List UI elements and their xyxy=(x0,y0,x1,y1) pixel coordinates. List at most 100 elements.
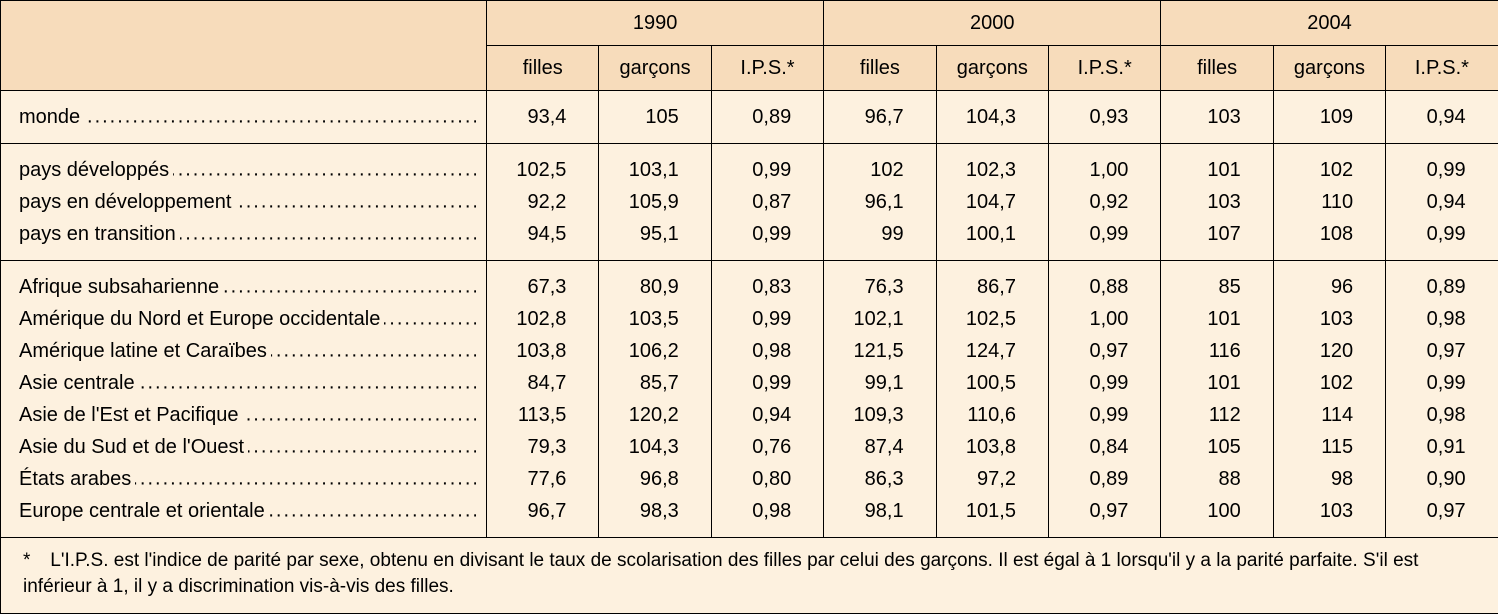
cell-value: 0,91 xyxy=(1386,431,1498,463)
cell-value: 0,99 xyxy=(1386,367,1498,399)
cell-value: 93,4 xyxy=(487,101,599,133)
cell-value: 0,97 xyxy=(1386,335,1498,367)
header-sub-0-1: garçons xyxy=(599,46,711,91)
data-table: 1990 2000 2004 fillesgarçonsI.P.S.*fille… xyxy=(0,0,1498,614)
cell-value: 0,94 xyxy=(1386,101,1498,133)
cell-value: 103,8 xyxy=(487,335,599,367)
cell-value: 86,7 xyxy=(936,271,1048,303)
cell-value: 0,92 xyxy=(1048,186,1160,218)
cell-value: 0,98 xyxy=(1386,399,1498,431)
cell-value: 121,5 xyxy=(824,335,936,367)
row-label: ........................................… xyxy=(1,303,487,335)
row-label-text: Amérique du Nord et Europe occidentale xyxy=(19,308,384,330)
cell-value: 0,99 xyxy=(1048,399,1160,431)
cell-value: 101 xyxy=(1161,154,1273,186)
row-label: ........................................… xyxy=(1,271,487,303)
cell-value: 98,3 xyxy=(599,495,711,527)
cell-value: 67,3 xyxy=(487,271,599,303)
cell-value: 103 xyxy=(1161,101,1273,133)
cell-value: 101 xyxy=(1161,367,1273,399)
row-label-text: pays en développement xyxy=(19,191,235,213)
cell-value: 100,5 xyxy=(936,367,1048,399)
row-label: ........................................… xyxy=(1,186,487,218)
row-label: ........................................… xyxy=(1,463,487,495)
cell-value: 0,99 xyxy=(711,154,823,186)
cell-value: 113,5 xyxy=(487,399,599,431)
cell-value: 95,1 xyxy=(599,218,711,250)
cell-value: 96,1 xyxy=(824,186,936,218)
cell-value: 1,00 xyxy=(1048,154,1160,186)
cell-value: 0,99 xyxy=(711,303,823,335)
cell-value: 101,5 xyxy=(936,495,1048,527)
cell-value: 0,88 xyxy=(1048,271,1160,303)
cell-value: 116 xyxy=(1161,335,1273,367)
cell-value: 92,2 xyxy=(487,186,599,218)
cell-value: 96 xyxy=(1273,271,1385,303)
cell-value: 103 xyxy=(1273,303,1385,335)
table-row: ........................................… xyxy=(1,218,1498,250)
cell-value: 0,87 xyxy=(711,186,823,218)
cell-value: 77,6 xyxy=(487,463,599,495)
table-row: ........................................… xyxy=(1,303,1498,335)
cell-value: 96,7 xyxy=(487,495,599,527)
cell-value: 0,99 xyxy=(1386,154,1498,186)
cell-value: 0,94 xyxy=(711,399,823,431)
cell-value: 100,1 xyxy=(936,218,1048,250)
cell-value: 105 xyxy=(1161,431,1273,463)
cell-value: 102,1 xyxy=(824,303,936,335)
header-year-0: 1990 xyxy=(487,1,824,46)
cell-value: 104,3 xyxy=(599,431,711,463)
footnote-marker: * xyxy=(23,548,45,574)
cell-value: 94,5 xyxy=(487,218,599,250)
cell-value: 110 xyxy=(1273,186,1385,218)
cell-value: 0,98 xyxy=(711,495,823,527)
cell-value: 98,1 xyxy=(824,495,936,527)
cell-value: 109,3 xyxy=(824,399,936,431)
cell-value: 0,99 xyxy=(1048,218,1160,250)
footnote-text: L'I.P.S. est l'indice de parité par sexe… xyxy=(23,550,1418,597)
cell-value: 0,89 xyxy=(1048,463,1160,495)
cell-value: 80,9 xyxy=(599,271,711,303)
cell-value: 85 xyxy=(1161,271,1273,303)
cell-value: 108 xyxy=(1273,218,1385,250)
header-sub-1-1: garçons xyxy=(936,46,1048,91)
cell-value: 96,8 xyxy=(599,463,711,495)
cell-value: 102,8 xyxy=(487,303,599,335)
row-label: ........................................… xyxy=(1,367,487,399)
table-row: ........................................… xyxy=(1,271,1498,303)
header-sub-0-2: I.P.S.* xyxy=(711,46,823,91)
cell-value: 0,89 xyxy=(711,101,823,133)
cell-value: 0,97 xyxy=(1386,495,1498,527)
header-sub-0-0: filles xyxy=(487,46,599,91)
table-row: ........................................… xyxy=(1,101,1498,133)
cell-value: 112 xyxy=(1161,399,1273,431)
cell-value: 0,99 xyxy=(1048,367,1160,399)
cell-value: 0,93 xyxy=(1048,101,1160,133)
footnote-cell: * L'I.P.S. est l'indice de parité par se… xyxy=(1,538,1498,614)
cell-value: 102 xyxy=(1273,367,1385,399)
row-label: ........................................… xyxy=(1,154,487,186)
cell-value: 97,2 xyxy=(936,463,1048,495)
cell-value: 88 xyxy=(1161,463,1273,495)
row-label-text: Asie du Sud et de l'Ouest xyxy=(19,436,248,458)
cell-value: 120 xyxy=(1273,335,1385,367)
cell-value: 106,2 xyxy=(599,335,711,367)
cell-value: 115 xyxy=(1273,431,1385,463)
cell-value: 98 xyxy=(1273,463,1385,495)
cell-value: 101 xyxy=(1161,303,1273,335)
table-row: ........................................… xyxy=(1,154,1498,186)
table-body: ........................................… xyxy=(1,91,1498,538)
table-row: ........................................… xyxy=(1,399,1498,431)
cell-value: 103 xyxy=(1273,495,1385,527)
table-row: ........................................… xyxy=(1,495,1498,527)
cell-value: 110,6 xyxy=(936,399,1048,431)
cell-value: 0,97 xyxy=(1048,335,1160,367)
cell-value: 104,7 xyxy=(936,186,1048,218)
cell-value: 0,94 xyxy=(1386,186,1498,218)
cell-value: 96,7 xyxy=(824,101,936,133)
table-header: 1990 2000 2004 fillesgarçonsI.P.S.*fille… xyxy=(1,1,1498,91)
cell-value: 0,90 xyxy=(1386,463,1498,495)
cell-value: 109 xyxy=(1273,101,1385,133)
cell-value: 86,3 xyxy=(824,463,936,495)
cell-value: 102,5 xyxy=(487,154,599,186)
